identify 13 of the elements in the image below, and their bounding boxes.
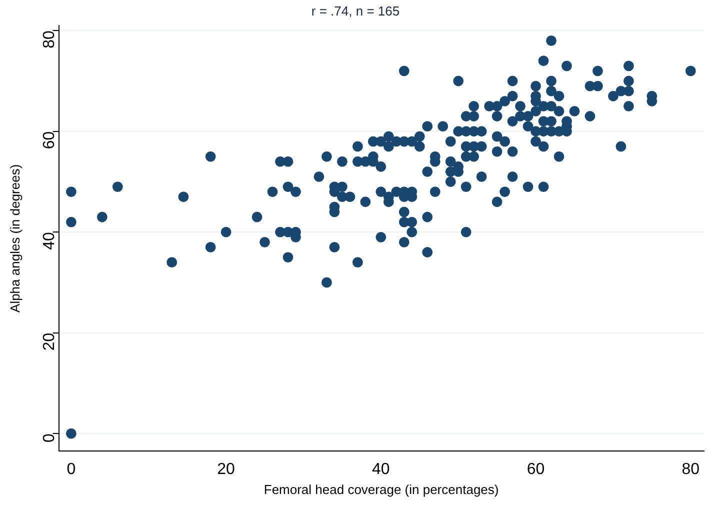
x-tick-label: 20 [217, 461, 236, 478]
y-tick-label: 40 [41, 232, 58, 250]
y-axis-title: Alpha angles (in degrees) [7, 164, 22, 312]
x-tick-label: 80 [682, 461, 700, 478]
x-axis-title: Femoral head coverage (in percentages) [264, 482, 499, 497]
y-tick-label: 0 [41, 433, 58, 442]
x-tick-label: 60 [526, 461, 545, 478]
x-tick-label: 0 [66, 461, 76, 478]
y-tick-label: 20 [41, 332, 58, 351]
y-tick-label: 60 [41, 131, 58, 150]
chart-title: r = .74, n = 165 [311, 3, 400, 18]
y-tick-label: 80 [41, 30, 58, 48]
x-tick-label: 40 [372, 461, 390, 478]
